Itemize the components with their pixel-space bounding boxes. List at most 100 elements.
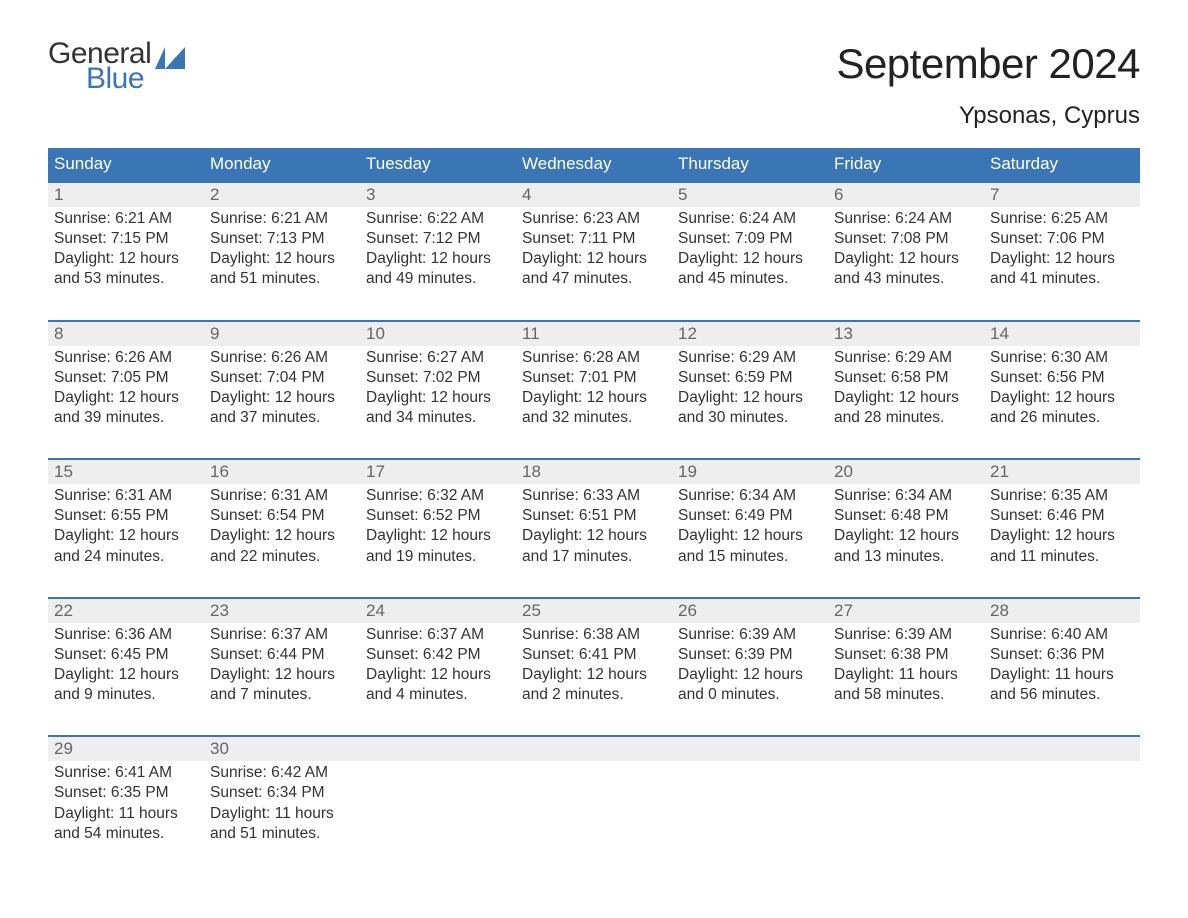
- daylight-line-1: Daylight: 11 hours: [834, 665, 978, 685]
- logo: General Blue: [48, 40, 185, 93]
- daylight-line-1: Daylight: 12 hours: [678, 249, 822, 269]
- daylight-line-1: Daylight: 11 hours: [990, 665, 1134, 685]
- sunrise-line: Sunrise: 6:31 AM: [54, 486, 198, 506]
- sunrise-line: Sunrise: 6:25 AM: [990, 209, 1134, 229]
- sunset-line: Sunset: 6:59 PM: [678, 368, 822, 388]
- sunset-line: Sunset: 7:11 PM: [522, 229, 666, 249]
- calendar-daynum-cell: 11: [516, 322, 672, 346]
- daylight-line-2: and 54 minutes.: [54, 824, 198, 844]
- daylight-line-2: and 51 minutes.: [210, 269, 354, 289]
- sunset-line: Sunset: 6:52 PM: [366, 506, 510, 526]
- sunset-line: Sunset: 6:58 PM: [834, 368, 978, 388]
- calendar-daynum-row: 1234567: [48, 183, 1140, 207]
- calendar-day-cell: Sunrise: 6:29 AMSunset: 6:58 PMDaylight:…: [828, 346, 984, 459]
- daylight-line-1: Daylight: 12 hours: [210, 665, 354, 685]
- calendar-day-cell: Sunrise: 6:26 AMSunset: 7:04 PMDaylight:…: [204, 346, 360, 459]
- calendar-daynum-cell: [672, 737, 828, 761]
- calendar-weeks: 1234567Sunrise: 6:21 AMSunset: 7:15 PMDa…: [48, 181, 1140, 874]
- sunrise-line: Sunrise: 6:34 AM: [678, 486, 822, 506]
- calendar-day-cell: [828, 761, 984, 874]
- sunset-line: Sunset: 6:55 PM: [54, 506, 198, 526]
- sunset-line: Sunset: 6:56 PM: [990, 368, 1134, 388]
- calendar-day-cell: Sunrise: 6:25 AMSunset: 7:06 PMDaylight:…: [984, 207, 1140, 320]
- calendar-day-cell: Sunrise: 6:28 AMSunset: 7:01 PMDaylight:…: [516, 346, 672, 459]
- sunrise-line: Sunrise: 6:26 AM: [54, 348, 198, 368]
- daylight-line-2: and 28 minutes.: [834, 408, 978, 428]
- calendar-header-cell: Sunday: [48, 148, 204, 181]
- daylight-line-1: Daylight: 12 hours: [54, 665, 198, 685]
- calendar-week: 891011121314Sunrise: 6:26 AMSunset: 7:05…: [48, 320, 1140, 459]
- sunrise-line: Sunrise: 6:35 AM: [990, 486, 1134, 506]
- daylight-line-2: and 2 minutes.: [522, 685, 666, 705]
- sunset-line: Sunset: 7:12 PM: [366, 229, 510, 249]
- calendar-week: 1234567Sunrise: 6:21 AMSunset: 7:15 PMDa…: [48, 181, 1140, 320]
- daylight-line-1: Daylight: 12 hours: [990, 249, 1134, 269]
- daylight-line-2: and 22 minutes.: [210, 547, 354, 567]
- calendar-daynum-cell: 3: [360, 183, 516, 207]
- calendar-daynum-cell: 8: [48, 322, 204, 346]
- daylight-line-1: Daylight: 12 hours: [678, 526, 822, 546]
- calendar-day-cell: Sunrise: 6:23 AMSunset: 7:11 PMDaylight:…: [516, 207, 672, 320]
- calendar-daynum-cell: 2: [204, 183, 360, 207]
- calendar-daynum-cell: 30: [204, 737, 360, 761]
- sunrise-line: Sunrise: 6:36 AM: [54, 625, 198, 645]
- sunset-line: Sunset: 7:02 PM: [366, 368, 510, 388]
- calendar-daynum-cell: 5: [672, 183, 828, 207]
- calendar-day-cell: Sunrise: 6:32 AMSunset: 6:52 PMDaylight:…: [360, 484, 516, 597]
- calendar-daynum-cell: 14: [984, 322, 1140, 346]
- calendar: SundayMondayTuesdayWednesdayThursdayFrid…: [48, 148, 1140, 874]
- calendar-week: 2930 Sunrise: 6:41 AMSunset: 6:35 PMDayl…: [48, 735, 1140, 874]
- sunset-line: Sunset: 6:42 PM: [366, 645, 510, 665]
- calendar-day-cell: Sunrise: 6:37 AMSunset: 6:42 PMDaylight:…: [360, 623, 516, 736]
- calendar-daybody-row: Sunrise: 6:21 AMSunset: 7:15 PMDaylight:…: [48, 207, 1140, 320]
- calendar-daybody-row: Sunrise: 6:31 AMSunset: 6:55 PM Daylight:…: [48, 484, 1140, 597]
- daylight-line-2: and 49 minutes.: [366, 269, 510, 289]
- calendar-daynum-cell: 29: [48, 737, 204, 761]
- daylight-line-1: Daylight: 12 hours: [54, 388, 198, 408]
- calendar-day-cell: Sunrise: 6:35 AMSunset: 6:46 PMDaylight:…: [984, 484, 1140, 597]
- daylight-line-1: Daylight: 12 hours: [366, 388, 510, 408]
- sunset-line: Sunset: 7:09 PM: [678, 229, 822, 249]
- daylight-line-1: Daylight: 12 hours: [834, 526, 978, 546]
- daylight-line-2: and 19 minutes.: [366, 547, 510, 567]
- daylight-line-1: Daylight: 12 hours: [522, 665, 666, 685]
- calendar-day-cell: Sunrise: 6:30 AMSunset: 6:56 PMDaylight:…: [984, 346, 1140, 459]
- calendar-day-cell: Sunrise: 6:36 AMSunset: 6:45 PMDaylight:…: [48, 623, 204, 736]
- calendar-day-cell: [360, 761, 516, 874]
- daylight-line-2: and 53 minutes.: [54, 269, 198, 289]
- sunset-line: Sunset: 6:34 PM: [210, 783, 354, 803]
- daylight-line-2: and 7 minutes.: [210, 685, 354, 705]
- calendar-daynum-cell: 23: [204, 599, 360, 623]
- calendar-day-cell: Sunrise: 6:24 AMSunset: 7:08 PMDaylight:…: [828, 207, 984, 320]
- calendar-header-row: SundayMondayTuesdayWednesdayThursdayFrid…: [48, 148, 1140, 181]
- header-bar: General Blue September 2024 Ypsonas, Cyp…: [48, 40, 1140, 130]
- daylight-line-2: and 30 minutes.: [678, 408, 822, 428]
- sunrise-line: Sunrise: 6:37 AM: [210, 625, 354, 645]
- calendar-day-cell: Sunrise: 6:21 AMSunset: 7:15 PMDaylight:…: [48, 207, 204, 320]
- sunset-line: Sunset: 6:39 PM: [678, 645, 822, 665]
- daylight-line-1: Daylight: 12 hours: [366, 249, 510, 269]
- sunset-line: Sunset: 7:01 PM: [522, 368, 666, 388]
- calendar-daynum-cell: [984, 737, 1140, 761]
- sunrise-line: Sunrise: 6:29 AM: [834, 348, 978, 368]
- daylight-line-1: Daylight: 12 hours: [366, 665, 510, 685]
- calendar-day-cell: Sunrise: 6:27 AMSunset: 7:02 PMDaylight:…: [360, 346, 516, 459]
- daylight-line-2: and 51 minutes.: [210, 824, 354, 844]
- calendar-daynum-cell: 15: [48, 460, 204, 484]
- calendar-header-cell: Thursday: [672, 148, 828, 181]
- calendar-daybody-row: Sunrise: 6:36 AMSunset: 6:45 PMDaylight:…: [48, 623, 1140, 736]
- calendar-daynum-cell: 25: [516, 599, 672, 623]
- calendar-daynum-cell: 21: [984, 460, 1140, 484]
- daylight-line-1: Daylight: 12 hours: [522, 388, 666, 408]
- daylight-line-2: and 43 minutes.: [834, 269, 978, 289]
- daylight-line-1: Daylight: 12 hours: [678, 388, 822, 408]
- sunset-line: Sunset: 7:13 PM: [210, 229, 354, 249]
- sunset-line: Sunset: 6:38 PM: [834, 645, 978, 665]
- title-block: September 2024 Ypsonas, Cyprus: [836, 40, 1140, 130]
- calendar-daybody-row: Sunrise: 6:26 AMSunset: 7:05 PMDaylight:…: [48, 346, 1140, 459]
- calendar-daynum-cell: 26: [672, 599, 828, 623]
- sunrise-line: Sunrise: 6:34 AM: [834, 486, 978, 506]
- daylight-line-1: Daylight: 12 hours: [990, 388, 1134, 408]
- sunrise-line: Sunrise: 6:41 AM: [54, 763, 198, 783]
- daylight-line-2: and 32 minutes.: [522, 408, 666, 428]
